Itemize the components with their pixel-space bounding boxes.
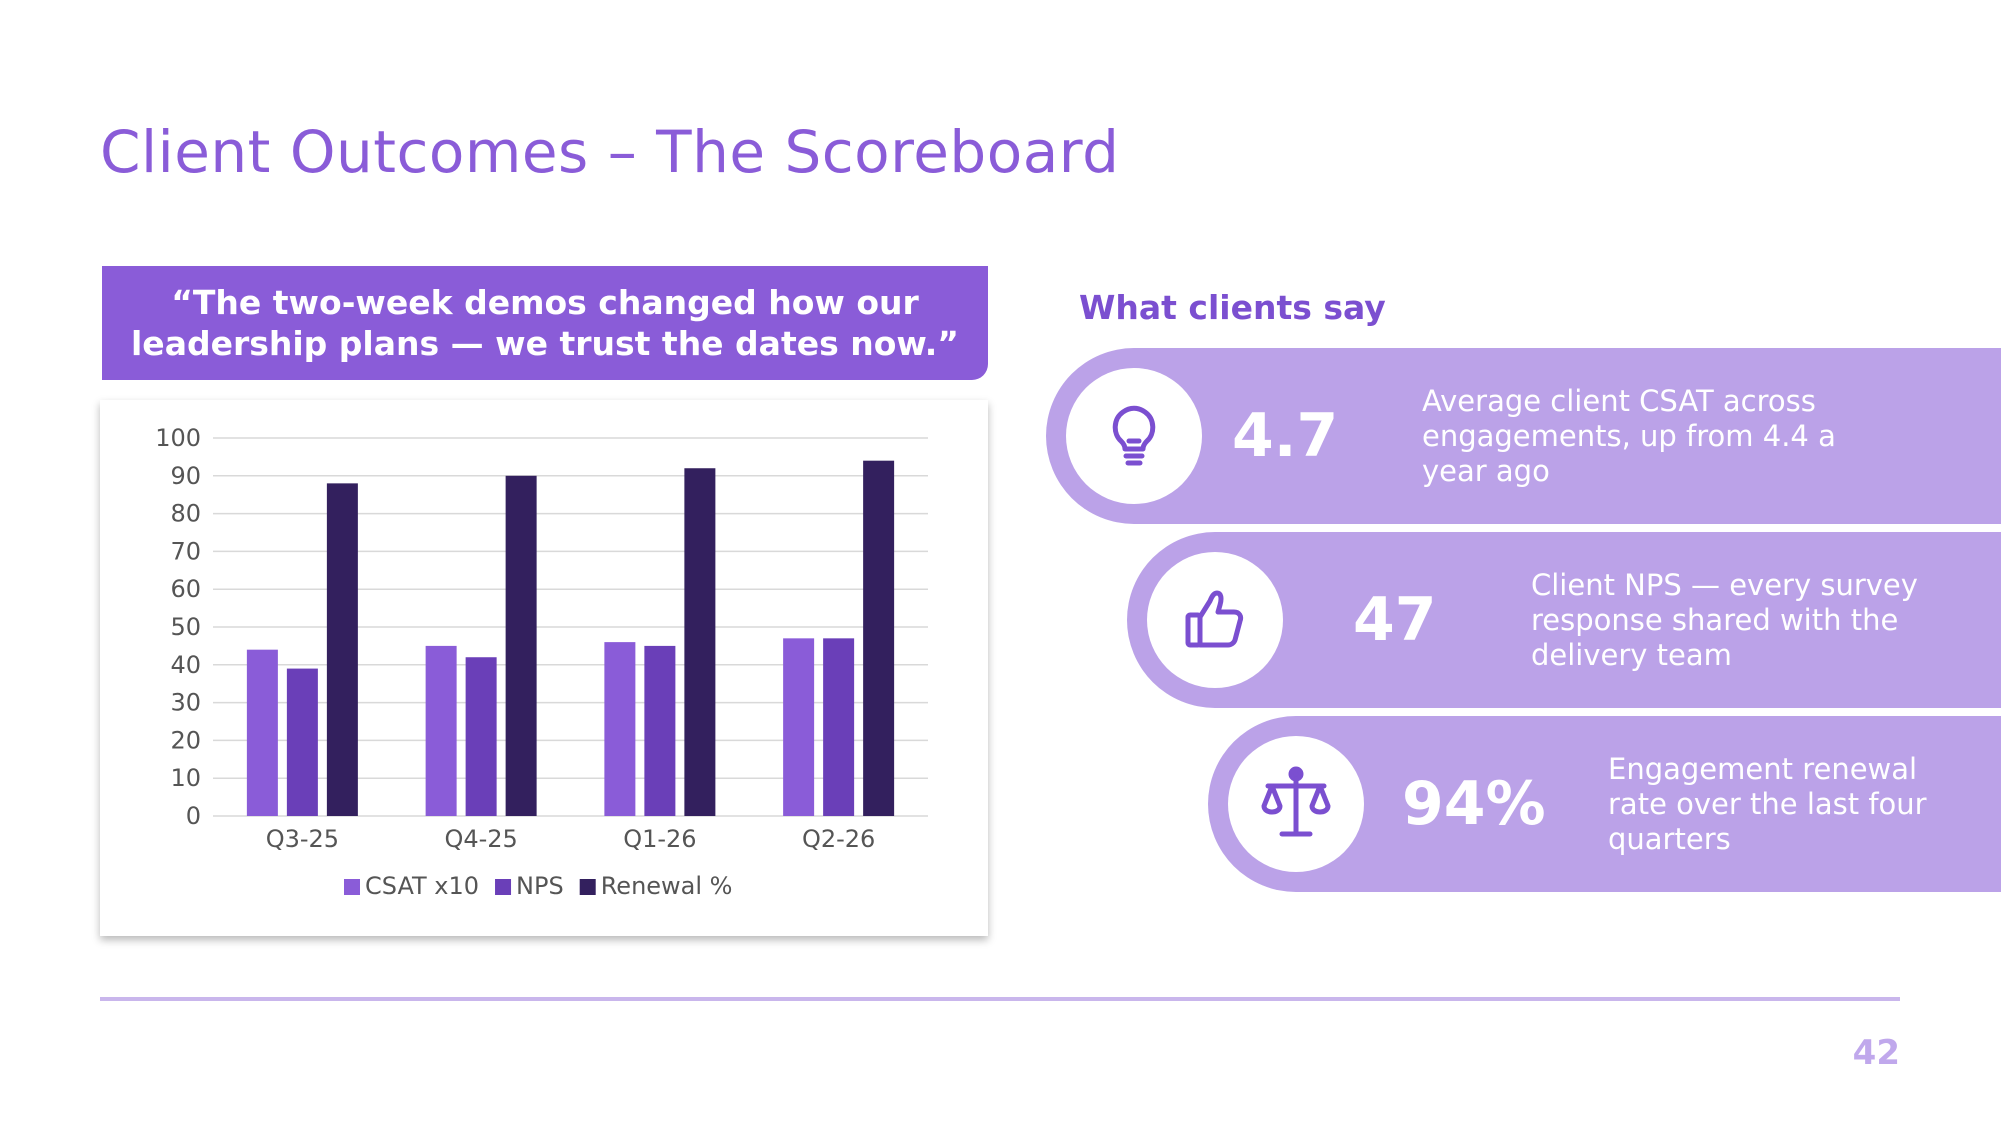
x-tick-label: Q2-26 (802, 825, 875, 853)
y-tick-label: 90 (170, 462, 201, 490)
legend-label: Renewal % (601, 872, 733, 900)
y-tick-label: 10 (170, 764, 201, 792)
y-tick-label: 20 (170, 726, 201, 754)
y-tick-label: 100 (155, 424, 201, 452)
stat-icon-circle (1147, 552, 1283, 688)
stat-description-renewal: Engagement renewal rate over the last fo… (1608, 751, 1927, 856)
stat-icon-circle (1228, 736, 1364, 872)
y-tick-label: 60 (170, 575, 201, 603)
x-tick-label: Q1-26 (623, 825, 696, 853)
bar (505, 475, 537, 816)
bar (246, 649, 278, 816)
section-heading: What clients say (1079, 288, 1386, 327)
bar (684, 468, 716, 816)
bar (644, 645, 676, 816)
chart-card: 0 10 20 30 40 50 60 70 80 90 100 Q3-25 Q4-25 Q1-26 Q2-… (100, 400, 988, 936)
scale-icon (1261, 766, 1331, 837)
stat-value-renewal: 94% (1402, 769, 1546, 839)
x-tick-label: Q3-25 (266, 825, 339, 853)
x-tick-label: Q4-25 (444, 825, 517, 853)
bar (823, 638, 855, 816)
bar (604, 642, 636, 816)
stat-description-nps: Client NPS — every survey response share… (1531, 567, 1918, 672)
lightbulb-icon (1112, 405, 1156, 466)
y-tick-label: 70 (170, 537, 201, 565)
stat-card-csat: 4.7 Average client CSAT across engagemen… (1046, 348, 2001, 524)
stat-card-renewal: 94% Engagement renewal rate over the las… (1208, 716, 2001, 892)
bar (863, 460, 895, 816)
y-tick-label: 40 (170, 651, 201, 679)
stat-value-nps: 47 (1353, 585, 1437, 655)
footer-divider (100, 997, 1900, 1001)
slide-title: Client Outcomes – The Scoreboard (100, 118, 1120, 186)
bar (465, 657, 497, 816)
stat-value-csat: 4.7 (1232, 401, 1339, 471)
legend-swatch (579, 879, 596, 895)
stat-card-nps: 47 Client NPS — every survey response sh… (1127, 532, 2001, 708)
client-quote-banner: “The two-week demos changed how our lead… (102, 266, 988, 380)
stat-description-csat: Average client CSAT across engagements, … (1422, 383, 1836, 488)
legend-label: CSAT x10 (365, 872, 479, 900)
bar (425, 645, 457, 816)
stat-icon-circle (1066, 368, 1202, 504)
client-quote-text: “The two-week demos changed how our lead… (131, 283, 959, 363)
bar (783, 638, 815, 816)
y-tick-label: 80 (170, 500, 201, 528)
legend-swatch (344, 879, 360, 895)
bar (286, 668, 318, 816)
y-tick-label: 50 (170, 613, 201, 641)
legend-label: NPS (516, 872, 564, 900)
bar-chart: 0 10 20 30 40 50 60 70 80 90 100 Q3-25 Q4-25 Q1-26 Q2-… (155, 424, 928, 900)
legend-swatch (495, 879, 512, 895)
page-number: 42 (1852, 1033, 1900, 1073)
y-tick-label: 30 (170, 689, 201, 717)
y-tick-label: 0 (186, 802, 201, 830)
bar (326, 483, 358, 816)
thumbs-up-icon (1185, 590, 1244, 648)
